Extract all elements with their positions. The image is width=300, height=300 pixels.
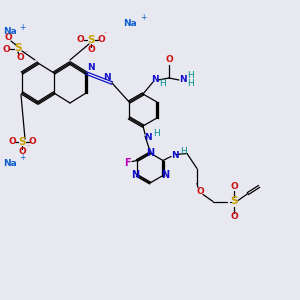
Text: O: O bbox=[2, 46, 10, 55]
Text: Na: Na bbox=[123, 19, 137, 28]
Text: F: F bbox=[124, 158, 130, 167]
Text: H: H bbox=[181, 147, 188, 156]
Text: N: N bbox=[179, 76, 187, 85]
Text: N: N bbox=[103, 74, 111, 82]
Text: N: N bbox=[146, 148, 154, 158]
Text: H: H bbox=[187, 71, 194, 80]
Text: O: O bbox=[28, 137, 36, 146]
Text: O: O bbox=[97, 35, 105, 44]
Text: O: O bbox=[87, 46, 95, 55]
Text: Na: Na bbox=[3, 158, 17, 167]
Text: N: N bbox=[87, 64, 95, 73]
Text: S: S bbox=[14, 43, 22, 53]
Text: N: N bbox=[151, 74, 159, 83]
Text: H: H bbox=[187, 80, 194, 88]
Text: +: + bbox=[19, 22, 25, 32]
Text: +: + bbox=[19, 154, 25, 163]
Text: ⁻: ⁻ bbox=[26, 146, 30, 151]
Text: H: H bbox=[159, 80, 165, 88]
Text: O: O bbox=[76, 35, 84, 44]
Text: O: O bbox=[18, 148, 26, 157]
Text: O: O bbox=[16, 53, 24, 62]
Text: O: O bbox=[230, 212, 238, 221]
Text: O: O bbox=[196, 187, 204, 196]
Text: +: + bbox=[140, 14, 146, 22]
Text: S: S bbox=[230, 196, 238, 206]
Text: Na: Na bbox=[3, 28, 17, 37]
Text: ⁻: ⁻ bbox=[24, 52, 28, 56]
Text: O: O bbox=[230, 182, 238, 191]
Text: S: S bbox=[18, 137, 26, 147]
Text: O: O bbox=[165, 56, 173, 64]
Text: O: O bbox=[4, 34, 12, 43]
Text: ⁻: ⁻ bbox=[103, 32, 106, 38]
Text: N: N bbox=[131, 170, 139, 181]
Text: H: H bbox=[153, 130, 159, 139]
Text: N: N bbox=[171, 151, 179, 160]
Text: N: N bbox=[161, 170, 169, 181]
Text: N: N bbox=[144, 134, 152, 142]
Text: O: O bbox=[8, 137, 16, 146]
Text: S: S bbox=[87, 35, 95, 45]
